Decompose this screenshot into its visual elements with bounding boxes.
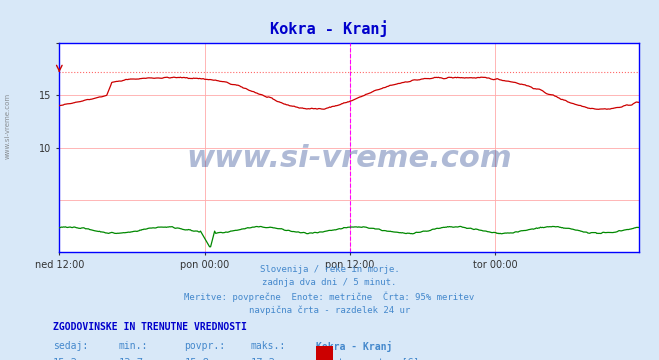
Text: temperatura[C]: temperatura[C] (337, 358, 420, 360)
Text: www.si-vreme.com: www.si-vreme.com (186, 144, 512, 172)
Text: Meritve: povprečne  Enote: metrične  Črta: 95% meritev: Meritve: povprečne Enote: metrične Črta:… (185, 292, 474, 302)
Text: zadnja dva dni / 5 minut.: zadnja dva dni / 5 minut. (262, 278, 397, 287)
Text: 13,7: 13,7 (119, 358, 144, 360)
Text: maks.:: maks.: (250, 341, 285, 351)
Text: povpr.:: povpr.: (185, 341, 225, 351)
Text: Kokra - Kranj: Kokra - Kranj (316, 341, 393, 352)
Text: navpična črta - razdelek 24 ur: navpična črta - razdelek 24 ur (249, 306, 410, 315)
Text: Kokra - Kranj: Kokra - Kranj (270, 20, 389, 37)
Text: 17,2: 17,2 (250, 358, 275, 360)
Text: ZGODOVINSKE IN TRENUTNE VREDNOSTI: ZGODOVINSKE IN TRENUTNE VREDNOSTI (53, 322, 246, 332)
Text: www.si-vreme.com: www.si-vreme.com (5, 93, 11, 159)
Text: sedaj:: sedaj: (53, 341, 88, 351)
Text: 15,2: 15,2 (53, 358, 78, 360)
Text: min.:: min.: (119, 341, 148, 351)
Text: 15,8: 15,8 (185, 358, 210, 360)
Text: Slovenija / reke in morje.: Slovenija / reke in morje. (260, 265, 399, 274)
